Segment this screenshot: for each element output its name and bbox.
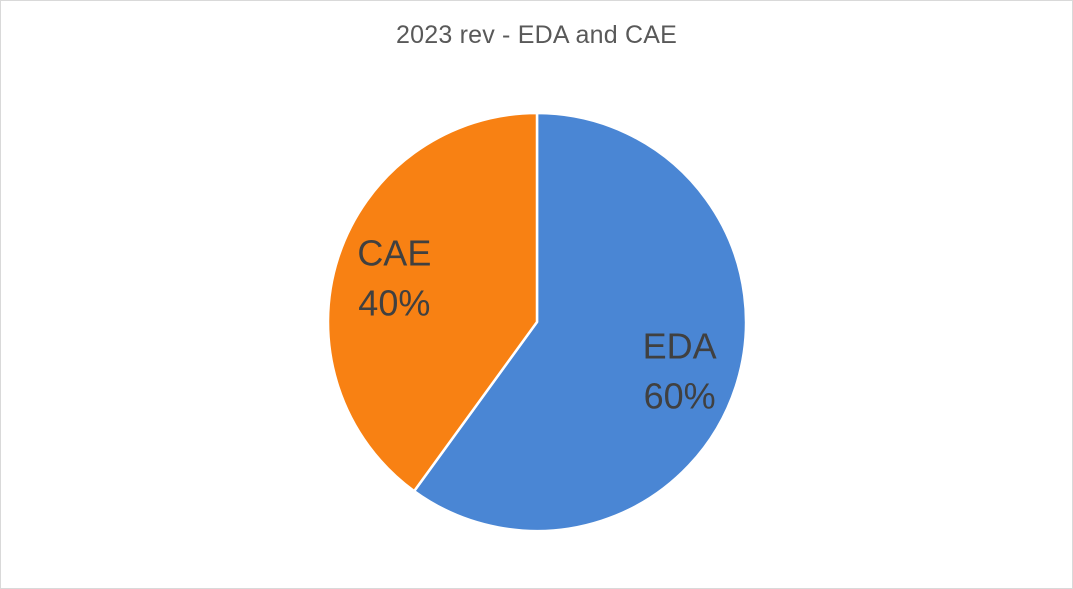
pie-labels: EDA 60% CAE 40% (357, 233, 716, 417)
slice-value-label: 60% (644, 375, 716, 416)
chart-title: 2023 rev - EDA and CAE (396, 21, 677, 49)
slice-category-label: EDA (643, 325, 717, 366)
slice-category-label: CAE (357, 233, 431, 274)
pie-slice-cae (326, 111, 539, 493)
pie-slice-eda (412, 111, 748, 533)
slice-value-label: 40% (358, 283, 430, 324)
pie-slices (326, 111, 748, 533)
